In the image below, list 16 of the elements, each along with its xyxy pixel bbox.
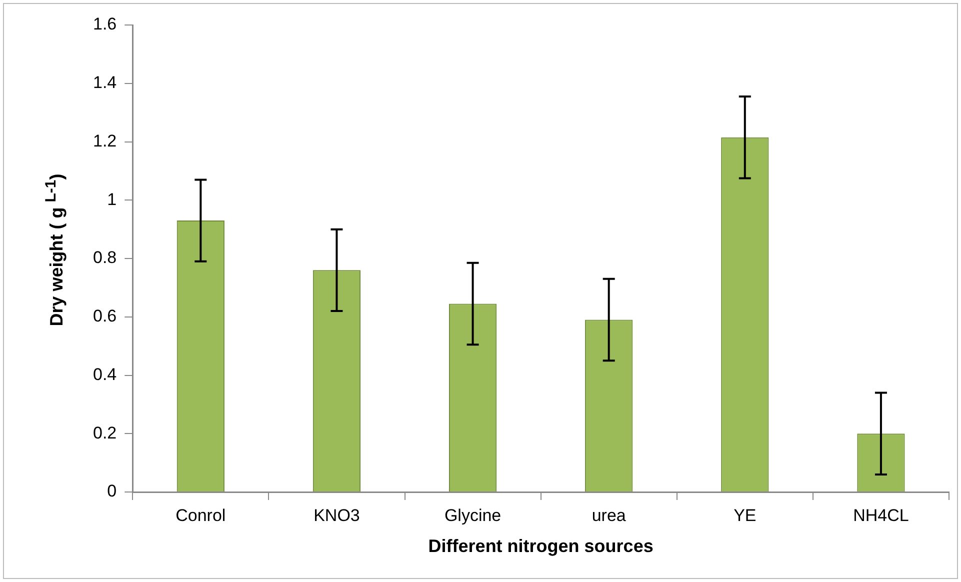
y-tick-label: 0.4: [92, 364, 117, 384]
y-tick-label: 1.6: [92, 14, 117, 34]
x-tick-label: urea: [592, 506, 626, 525]
y-tick-label: 1.2: [92, 131, 117, 150]
y-tick-label: 0.8: [92, 248, 117, 268]
y-tick-label: 1: [107, 190, 117, 209]
x-tick-label: Glycine: [444, 506, 502, 525]
x-tick-label: KNO3: [314, 506, 360, 525]
x-tick-label: YE: [734, 506, 756, 525]
x-tick-label: NH4CL: [853, 506, 909, 525]
y-tick-label: 0.2: [92, 423, 117, 442]
y-tick-label: 0.6: [92, 306, 117, 326]
y-tick-label: 0: [107, 482, 117, 501]
x-axis-title: Different nitrogen sources: [428, 536, 654, 556]
y-tick-label: 1.4: [92, 73, 117, 92]
x-tick-label: Conrol: [176, 506, 226, 525]
